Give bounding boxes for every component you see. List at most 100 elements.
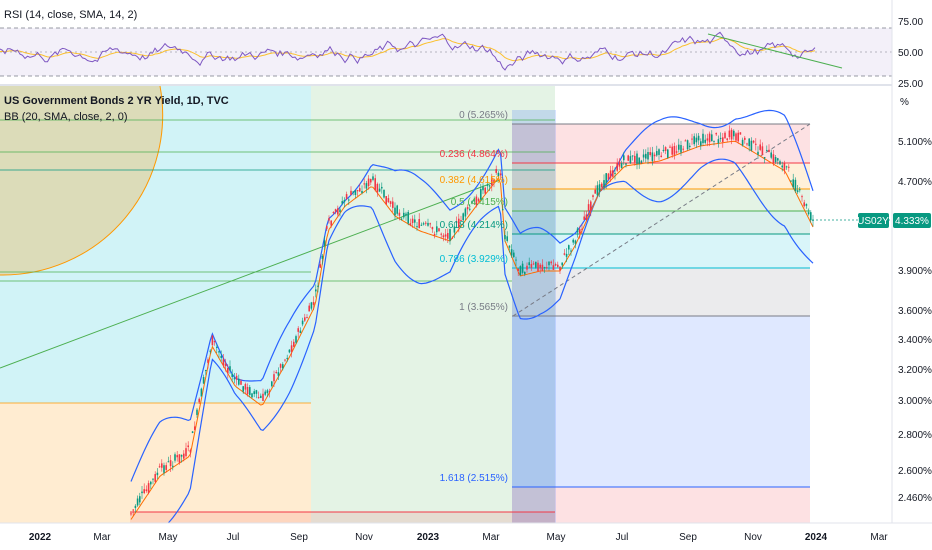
rsi-panel[interactable]: RSI (14, close, SMA, 14, 2) [0,0,892,84]
price-tick: 4.700% [898,177,932,188]
candle-body [130,513,132,515]
range-box-orange[interactable] [0,403,311,523]
symbol-tag[interactable] [858,213,889,228]
bb-legend[interactable]: BB (20, SMA, close, 2, 0) [4,111,128,123]
candle-body [554,264,557,266]
candle-body [332,212,335,214]
candle-body [741,139,744,146]
candle-body [673,146,676,155]
rsi-panel-bg [0,0,892,84]
candle-body [794,179,797,192]
candle-body [484,187,486,194]
fib-label-1.618: 1.618 (2.515%) [440,473,508,484]
symbol-legend[interactable]: US Government Bonds 2 YR Yield, 1D, TVC [4,95,229,107]
candle-body [576,228,579,233]
candle-body [645,153,647,159]
candle-body [163,465,165,473]
candle-body [810,212,812,221]
candle-body [356,189,359,192]
candle-body [700,141,702,146]
range-box-green[interactable] [311,86,555,523]
candle-body [623,155,625,161]
candle-body [746,143,748,145]
price-tick: 2.460% [898,493,932,504]
candle-body [612,170,614,177]
candle-body [642,154,645,158]
bb-upper-band [130,109,814,482]
candle-body [257,396,260,399]
candle-body [176,455,178,458]
time-axis-bg[interactable] [0,523,932,550]
time-tick: 2023 [417,532,440,543]
candle-body [260,395,262,398]
rsi-trendline[interactable] [707,33,843,69]
candle-body [774,157,777,163]
trend-line[interactable] [0,179,501,369]
candle-body [535,261,537,268]
candle-body [796,190,799,193]
candle-body [216,346,218,348]
fib-label-0: 0 (5.265%) [459,110,508,121]
candle-body [605,173,607,183]
fib-label-1: 1 (3.565%) [459,302,508,313]
candle-body [306,317,308,319]
candle-body [315,289,317,292]
candle-body [372,176,374,180]
candle-body [330,220,332,226]
candle-body [158,466,161,468]
candle-body [279,364,282,368]
candle-body [783,162,786,171]
candle-body [596,185,599,196]
circle-drawing[interactable] [0,86,163,276]
candle-body [207,359,209,363]
circle-drawing-outline[interactable] [0,85,164,276]
candle-body [495,169,497,173]
price-scale[interactable]: 75.00 50.00 25.00 % 5.100% 4.700% 3.900%… [857,0,932,523]
candle-body [510,249,513,256]
time-axis[interactable]: 2022 Mar May Jul Sep Nov 2023 Mar May Ju… [0,522,932,550]
last-price-tag[interactable] [893,213,931,228]
candle-body [213,340,216,343]
candle-body [491,177,493,186]
candle-body [766,150,768,152]
candle-body [717,139,720,144]
candle-body [343,200,346,203]
time-tick: Jul [227,532,240,543]
candle-body [418,219,420,228]
candle-body [385,196,387,205]
candle-body [172,465,174,467]
candle-body [235,375,238,380]
candle-body [326,226,328,229]
candle-body [398,212,401,216]
candle-body [403,212,405,218]
candle-body [702,133,704,144]
rsi-legend[interactable]: RSI (14, close, SMA, 14, 2) [4,9,137,21]
scale-unit-label[interactable]: % [900,97,909,108]
candle-body [752,140,755,143]
candle-body [704,139,706,143]
candle-body [684,140,687,142]
candle-body [161,463,163,468]
candle-body [198,398,200,403]
candle-body [517,268,519,271]
price-tick: 3.000% [898,396,932,407]
time-tick: May [159,532,178,543]
candle-body [587,204,590,212]
candle-body [282,364,284,369]
candle-body [473,199,475,202]
candle-body [143,489,145,494]
candle-body [308,305,310,312]
price-scale-bg[interactable] [892,0,932,523]
candle-body [304,317,306,321]
candle-body [770,152,772,158]
price-panel[interactable]: 0 (5.265%) 0.236 (4.864%) 0.382 (4.615%)… [0,85,892,550]
candle-body [141,491,143,494]
range-box-teal[interactable] [0,86,311,403]
candle-body [526,265,528,270]
candle-body [513,252,515,258]
candle-body [715,133,717,135]
candle-body [156,472,159,476]
candle-body [660,155,662,158]
